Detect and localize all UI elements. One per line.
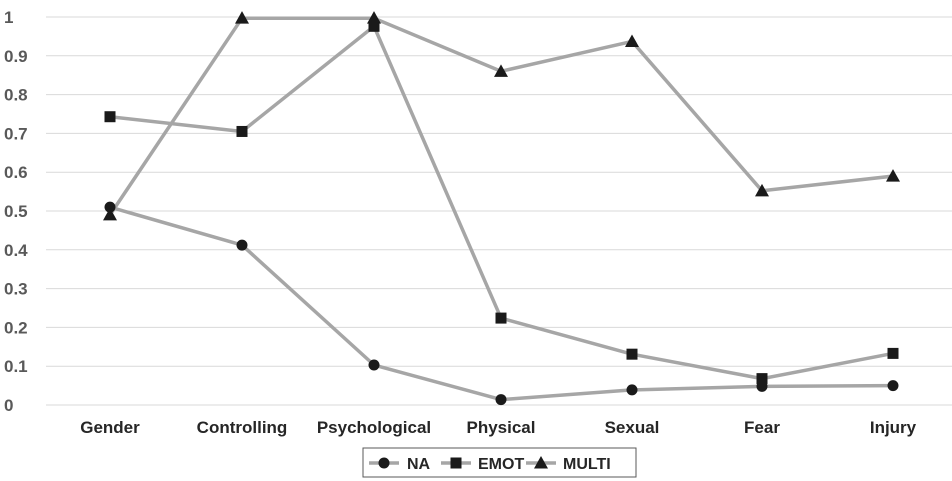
- data-point-na: [495, 394, 507, 406]
- x-category-label: Physical: [467, 418, 536, 437]
- y-tick-label: 0.3: [4, 280, 28, 299]
- data-point-na: [626, 384, 638, 396]
- legend-marker-emot: [450, 457, 462, 469]
- y-tick-label: 0.5: [4, 202, 28, 221]
- y-tick-label: 0: [4, 396, 13, 415]
- series-line-multi: [108, 16, 894, 216]
- data-point-multi: [103, 207, 117, 221]
- data-point-multi: [886, 169, 900, 182]
- data-point-multi: [367, 11, 381, 24]
- data-point-emot: [368, 20, 380, 32]
- data-point-na: [104, 201, 116, 213]
- legend-marker-na: [378, 457, 390, 469]
- data-point-na: [368, 359, 380, 371]
- legend-box: [362, 447, 637, 478]
- x-category-label: Injury: [870, 418, 917, 437]
- x-category-label: Gender: [80, 418, 140, 437]
- legend-marker-multi: [534, 456, 548, 469]
- data-point-emot: [887, 347, 899, 359]
- data-point-emot: [104, 111, 116, 123]
- series-line-emot: [109, 24, 894, 381]
- x-category-label: Fear: [744, 418, 780, 437]
- data-point-na: [887, 380, 899, 392]
- y-tick-label: 0.9: [4, 47, 28, 66]
- x-category-label: Psychological: [317, 418, 431, 437]
- series-line-na: [109, 205, 894, 402]
- y-tick-label: 0.4: [4, 241, 28, 260]
- data-point-multi: [625, 34, 639, 47]
- x-category-label: Controlling: [197, 418, 288, 437]
- y-tick-label: 0.8: [4, 86, 28, 105]
- data-point-multi: [494, 64, 508, 77]
- data-point-emot: [495, 312, 507, 324]
- data-point-emot: [626, 348, 638, 360]
- data-point-emot: [756, 373, 768, 385]
- y-axis-tick-labels: 0 0.1 0.2 0.3 0.4 0.5 0.6 0.7 0.8 0.9 1: [4, 8, 28, 415]
- legend-label-emot: EMOT: [478, 456, 524, 473]
- y-tick-label: 0.1: [4, 357, 28, 376]
- grid-lines: [46, 16, 952, 406]
- data-point-emot: [236, 125, 248, 137]
- series-markers: [103, 11, 900, 406]
- y-tick-label: 0.6: [4, 163, 28, 182]
- y-tick-label: 0.2: [4, 318, 28, 337]
- data-point-multi: [755, 183, 769, 197]
- legend: NA EMOT MULTI: [362, 447, 637, 478]
- data-point-multi: [235, 11, 249, 24]
- x-category-label: Sexual: [605, 418, 660, 437]
- y-tick-label: 0.7: [4, 124, 28, 143]
- data-point-na: [236, 239, 248, 251]
- legend-label-multi: MULTI: [563, 456, 611, 473]
- x-axis-category-labels: Gender Controlling Psychological Physical Se…: [80, 418, 916, 437]
- y-tick-label: 1: [4, 8, 13, 27]
- legend-label-na: NA: [407, 456, 431, 473]
